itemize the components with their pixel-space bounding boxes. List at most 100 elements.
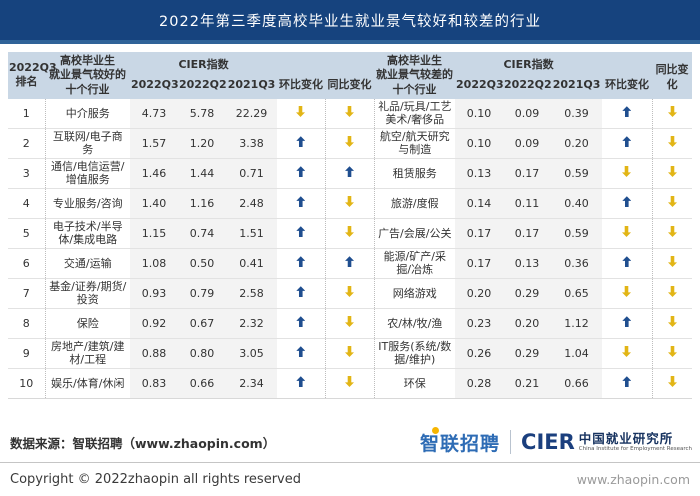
cier-value-cell: 0.17 (455, 218, 504, 249)
rank-cell: 6 (8, 248, 45, 279)
down-arrow-icon (668, 286, 677, 297)
rank-cell: 9 (8, 338, 45, 369)
down-arrow-icon (345, 136, 354, 147)
cier-value-cell: 2.34 (226, 368, 278, 399)
qoq-header-bad: 环比变化 (602, 52, 653, 99)
bad-industry-cell: 礼品/玩具/工艺美术/奢侈品 (373, 98, 456, 129)
source-row: 数据来源：智联招聘（www.zhaopin.com） 智联招聘 CIER 中国就… (10, 424, 692, 460)
trend-arrow-cell (602, 278, 653, 309)
trend-arrow-cell (602, 98, 653, 129)
trend-arrow-cell (651, 128, 693, 159)
good-industry-cell: 互联网/电子商务 (44, 128, 130, 159)
rank-cell: 5 (8, 218, 45, 249)
good-industry-cell: 基金/证券/期货/投资 (44, 278, 130, 309)
down-arrow-icon (668, 106, 677, 117)
trend-arrow-cell (651, 218, 693, 249)
cier-value-cell: 0.29 (503, 338, 552, 369)
cier-value-cell: 1.51 (226, 218, 278, 249)
trend-arrow-cell (651, 368, 693, 399)
good-industry-cell: 中介服务 (44, 98, 130, 129)
trend-arrow-cell (277, 278, 326, 309)
bad-industry-cell: 环保 (373, 368, 456, 399)
trend-arrow-cell (602, 218, 653, 249)
cier-value-cell: 0.93 (130, 278, 178, 309)
zhaopin-logo-text: 智联招聘 (420, 432, 501, 455)
down-arrow-icon (668, 376, 677, 387)
bad-industry-cell: 农/林/牧/渔 (373, 308, 456, 339)
trend-arrow-cell (651, 308, 693, 339)
trend-arrow-cell (651, 248, 693, 279)
up-arrow-icon (622, 196, 632, 208)
logo-divider (510, 430, 512, 454)
table-row: 4 专业服务/咨询 1.40 1.16 2.48 旅游/度假 0.14 0.11 0.40 (8, 188, 693, 219)
quarter-header: 2022Q3 (455, 74, 504, 99)
trend-arrow-cell (651, 188, 693, 219)
down-arrow-icon (668, 136, 677, 147)
cier-value-cell: 0.20 (455, 278, 504, 309)
rank-cell: 8 (8, 308, 45, 339)
trend-arrow-cell (602, 368, 653, 399)
trend-arrow-cell (651, 98, 693, 129)
down-arrow-icon (345, 286, 354, 297)
cier-value-cell: 0.21 (503, 368, 552, 399)
cier-institute-name: 中国就业研究所 China Institute for Employment R… (579, 432, 692, 452)
rank-cell: 1 (8, 98, 45, 129)
down-arrow-icon (345, 226, 354, 237)
cier-value-cell: 0.39 (551, 98, 603, 129)
down-arrow-icon (345, 316, 354, 327)
cier-institute-en: China Institute for Employment Research (578, 445, 692, 452)
quarter-header: 2022Q2 (503, 74, 552, 99)
up-arrow-icon (296, 256, 306, 268)
trend-arrow-cell (277, 158, 326, 189)
trend-arrow-cell (277, 218, 326, 249)
yoy-header-bad: 同比变化 (652, 52, 693, 99)
bad-industry-cell: IT服务(系统/数据/维护) (373, 338, 456, 369)
down-arrow-icon (668, 256, 677, 267)
trend-arrow-cell (324, 248, 375, 279)
cier-value-cell: 0.17 (503, 218, 552, 249)
cier-value-cell: 0.66 (551, 368, 603, 399)
down-arrow-icon (345, 196, 354, 207)
good-industry-cell: 交通/运输 (44, 248, 130, 279)
bad-industry-cell: 航空/航天研究与制造 (373, 128, 456, 159)
cier-value-cell: 3.38 (226, 128, 278, 159)
page-title: 2022年第三季度高校毕业生就业景气较好和较差的行业 (159, 13, 541, 30)
trend-arrow-cell (324, 158, 375, 189)
down-arrow-icon (668, 346, 677, 357)
cier-value-cell: 0.13 (455, 158, 504, 189)
up-arrow-icon (622, 136, 632, 148)
up-arrow-icon (296, 136, 306, 148)
cier-value-cell: 22.29 (226, 98, 278, 129)
up-arrow-icon (622, 376, 632, 388)
cier-value-cell: 2.58 (226, 278, 278, 309)
table-row: 7 基金/证券/期货/投资 0.93 0.79 2.58 网络游戏 0.20 0.29 0.65 (8, 278, 693, 309)
cier-value-cell: 0.14 (455, 188, 504, 219)
cier-value-cell: 0.88 (130, 338, 178, 369)
cier-value-cell: 0.59 (551, 218, 603, 249)
trend-arrow-cell (324, 98, 375, 129)
down-arrow-icon (668, 196, 677, 207)
bad-industry-cell: 租赁服务 (373, 158, 456, 189)
cier-value-cell: 0.10 (455, 128, 504, 159)
cier-value-cell: 1.44 (178, 158, 226, 189)
cier-value-cell: 0.71 (226, 158, 278, 189)
trend-arrow-cell (602, 248, 653, 279)
trend-arrow-cell (324, 128, 375, 159)
up-arrow-icon (296, 376, 306, 388)
quarter-header: 2022Q3 (130, 74, 179, 99)
table-header: 2022Q3 排名 高校毕业生 就业景气较好的 十个行业 CIER指数 环比变化… (8, 52, 693, 99)
down-arrow-icon (345, 106, 354, 117)
trend-arrow-cell (277, 98, 326, 129)
good-industry-cell: 专业服务/咨询 (44, 188, 130, 219)
trend-arrow-cell (277, 368, 326, 399)
down-arrow-icon (622, 346, 631, 357)
bad-industries-header: 高校毕业生 就业景气较差的 十个行业 (374, 52, 456, 99)
rank-cell: 3 (8, 158, 45, 189)
qoq-header-good: 环比变化 (277, 52, 326, 99)
down-arrow-icon (622, 226, 631, 237)
cier-value-cell: 1.40 (130, 188, 178, 219)
table-row: 5 电子技术/半导体/集成电路 1.15 0.74 1.51 广告/会展/公关 0.17 0.… (8, 218, 693, 249)
down-arrow-icon (345, 376, 354, 387)
copyright-text: Copyright © 2022zhaopin all rights reser… (10, 472, 301, 487)
